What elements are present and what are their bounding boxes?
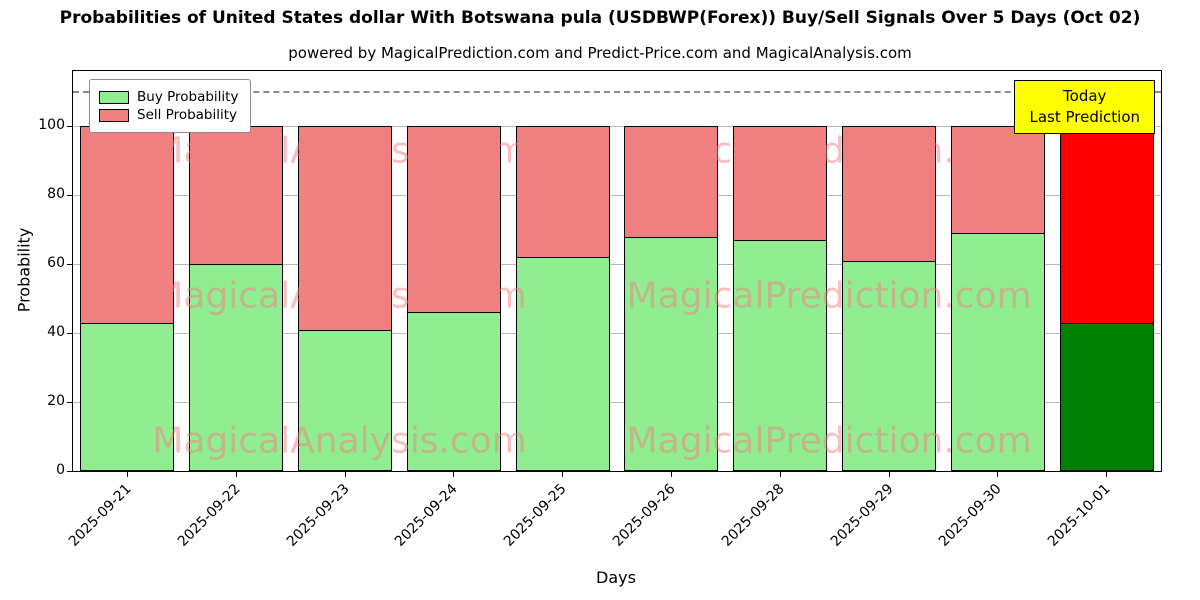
chart-title: Probabilities of United States dollar Wi… (59, 8, 1141, 28)
y-tick-label-60: 60 (47, 255, 65, 272)
x-tick-2025-09-21 (126, 472, 128, 477)
today-annotation: Today Last Prediction (1014, 80, 1155, 134)
gridline-y-20 (73, 401, 1161, 403)
bar-segment-buy (189, 264, 284, 471)
bar-segment-sell (406, 126, 501, 314)
bar-segment-sell (733, 126, 828, 241)
bar-segment-buy (842, 260, 936, 471)
y-tick-60 (67, 263, 72, 265)
y-tick-label-0: 0 (56, 462, 65, 478)
x-tick-2025-10-01 (1106, 472, 1108, 477)
x-tick-label-2025-09-22: 2025-09-22 (174, 481, 244, 550)
y-tick-0 (67, 470, 72, 472)
bar-segment-buy (406, 312, 501, 471)
y-tick-20 (67, 401, 72, 403)
bar-segment-sell (80, 126, 175, 324)
bar-segment-buy (624, 236, 719, 471)
x-tick-2025-09-30 (997, 472, 999, 477)
sell-swatch (99, 108, 129, 122)
x-tick-2025-09-26 (670, 472, 672, 477)
dashed-reference-line (73, 90, 1161, 93)
x-tick-2025-09-29 (888, 472, 890, 477)
legend: Buy Probability Sell Probability (89, 79, 252, 133)
x-tick-label-2025-09-23: 2025-09-23 (283, 481, 353, 550)
bar-segment-sell (515, 126, 610, 259)
legend-label-sell: Sell Probability (137, 107, 238, 123)
buy-swatch (99, 90, 129, 104)
gridline-y-80 (73, 194, 1161, 196)
x-tick-label-2025-09-28: 2025-09-28 (718, 481, 788, 550)
annotation-line-1: Today (1063, 87, 1107, 105)
gridline-y-60 (73, 263, 1161, 265)
bar-segment-sell (1059, 126, 1154, 324)
bar-segment-buy (80, 322, 175, 471)
legend-label-buy: Buy Probability (137, 89, 239, 105)
x-tick-label-2025-09-29: 2025-09-29 (827, 481, 897, 550)
y-tick-label-100: 100 (38, 117, 65, 134)
gridline-y-100 (73, 125, 1161, 127)
x-tick-label-2025-09-25: 2025-09-25 (501, 481, 570, 550)
chart-subtitle: powered by MagicalPrediction.com and Pre… (288, 44, 912, 62)
x-tick-2025-09-25 (562, 472, 564, 477)
bar-segment-sell (189, 126, 284, 266)
x-tick-label-2025-09-26: 2025-09-26 (609, 481, 679, 550)
x-tick-2025-09-24 (453, 472, 455, 477)
bar-segment-buy (733, 239, 828, 471)
bar-segment-sell (298, 126, 392, 331)
y-tick-40 (67, 332, 72, 334)
y-tick-label-80: 80 (47, 186, 65, 203)
x-tick-label-2025-09-24: 2025-09-24 (392, 481, 462, 550)
x-tick-label-2025-09-30: 2025-09-30 (936, 481, 1006, 550)
plot-area: Buy Probability Sell Probability Today L… (38, 70, 1162, 550)
legend-item-buy: Buy Probability (99, 89, 238, 105)
bar-segment-buy (1059, 322, 1154, 471)
bar-segment-buy (298, 329, 392, 471)
x-tick-2025-09-23 (344, 472, 346, 477)
bar-segment-buy (950, 233, 1045, 471)
y-tick-label-20: 20 (47, 393, 65, 410)
x-tick-label-2025-10-01: 2025-10-01 (1045, 481, 1114, 550)
x-tick-2025-09-28 (779, 472, 781, 477)
y-tick-80 (67, 194, 72, 196)
legend-item-sell: Sell Probability (99, 107, 238, 123)
x-tick-2025-09-22 (235, 472, 237, 477)
bar-segment-sell (842, 126, 936, 262)
bar-segment-sell (624, 126, 719, 238)
x-tick-label-2025-09-21: 2025-09-21 (65, 481, 135, 550)
y-tick-100 (67, 125, 72, 127)
annotation-line-2: Last Prediction (1029, 108, 1140, 126)
bar-segment-buy (515, 257, 610, 471)
y-tick-label-40: 40 (47, 324, 65, 341)
x-axis-label: Days (596, 568, 636, 587)
bar-segment-sell (950, 126, 1045, 235)
gridline-y-40 (73, 332, 1161, 334)
